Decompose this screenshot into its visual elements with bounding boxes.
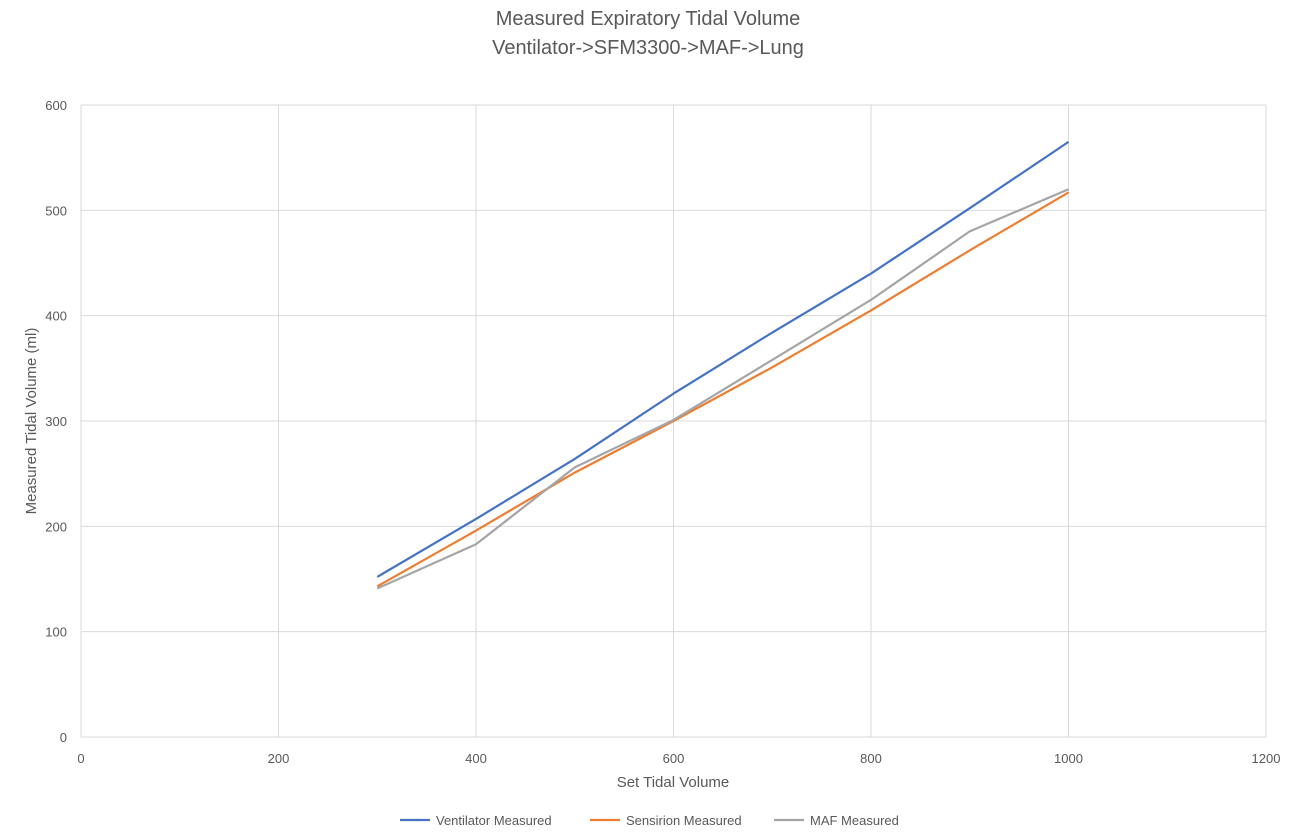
chart-subtitle: Ventilator->SFM3300->MAF->Lung	[492, 37, 804, 59]
legend-label: Ventilator Measured	[436, 813, 552, 828]
gridlines	[80, 104, 1267, 738]
series-line	[376, 188, 1069, 590]
y-tick-label: 500	[45, 203, 67, 218]
legend: Ventilator Measured Sensirion Measured MAF…	[400, 813, 899, 828]
x-tick-label: 400	[465, 751, 487, 766]
y-tick-label: 300	[45, 414, 67, 429]
legend-item: Ventilator Measured	[400, 813, 552, 828]
x-tick-label: 600	[663, 751, 685, 766]
y-tick-label: 200	[45, 519, 67, 534]
x-tick-label: 200	[268, 751, 290, 766]
y-tick-label: 600	[45, 98, 67, 113]
x-axis-label: Set Tidal Volume	[617, 774, 730, 791]
series-line	[376, 191, 1070, 588]
chart-title: Measured Expiratory Tidal Volume	[496, 8, 801, 30]
y-tick-label: 400	[45, 309, 67, 324]
legend-label: MAF Measured	[810, 813, 899, 828]
y-tick-label: 100	[45, 625, 67, 640]
series-lines	[376, 140, 1070, 590]
x-tick-label: 1200	[1252, 751, 1281, 766]
legend-label: Sensirion Measured	[626, 813, 742, 828]
x-tick-label: 1000	[1054, 751, 1083, 766]
x-tick-label: 0	[77, 751, 84, 766]
y-axis-label: Measured Tidal Volume (ml)	[23, 328, 40, 515]
tick-labels: 0 100 200 300 400 500 600 0 200 400 600 800 1000 1200	[45, 98, 1280, 766]
series-line	[376, 140, 1070, 578]
x-tick-label: 800	[860, 751, 882, 766]
legend-item: Sensirion Measured	[590, 813, 742, 828]
legend-item: MAF Measured	[774, 813, 899, 828]
y-tick-label: 0	[60, 730, 67, 745]
